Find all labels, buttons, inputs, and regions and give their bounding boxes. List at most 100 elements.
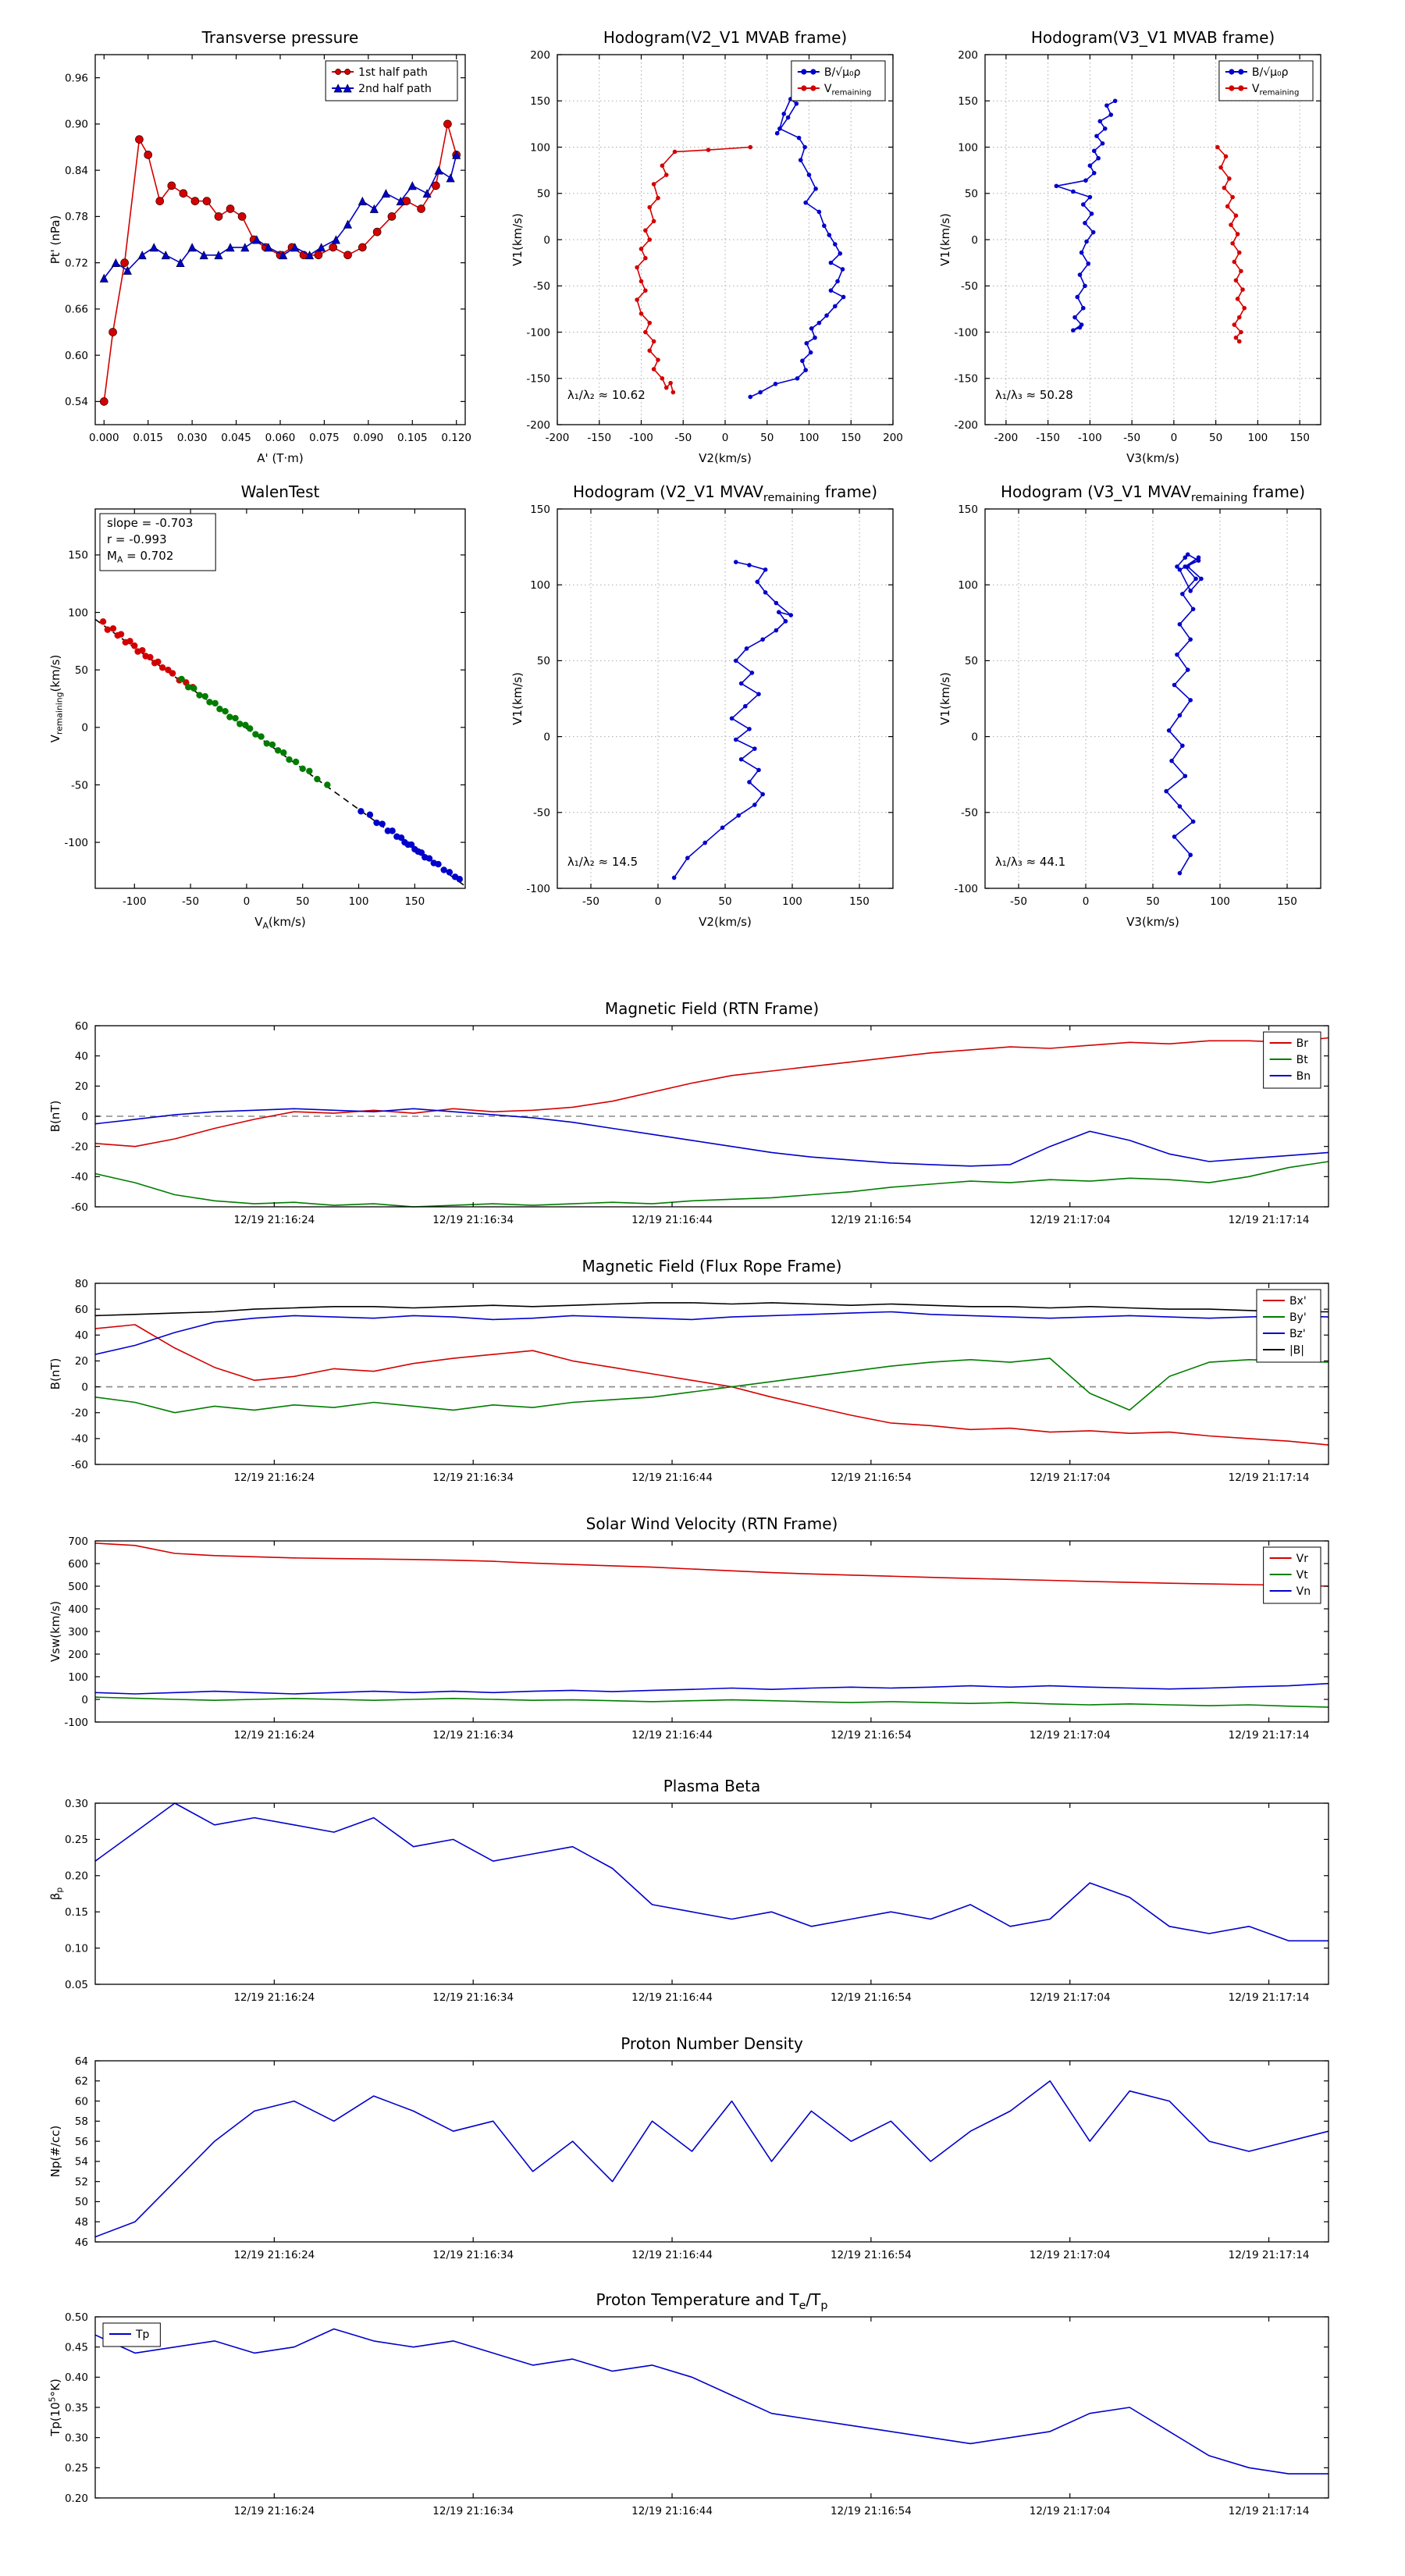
chart-hodogram-v3v1-mvav: -50 0 50 100 150 -100 -50 0 50 100 150 Hodogram (V3… — [930, 475, 1333, 940]
svg-text:Vn: Vn — [1297, 1585, 1311, 1598]
svg-text:-50: -50 — [674, 432, 692, 444]
svg-text:-100: -100 — [64, 837, 88, 849]
svg-text:12/19 21:16:54: 12/19 21:16:54 — [831, 2505, 912, 2517]
svg-text:12/19 21:16:54: 12/19 21:16:54 — [831, 1991, 912, 2004]
svg-text:12/19 21:16:44: 12/19 21:16:44 — [631, 2505, 713, 2517]
svg-text:12/19 21:17:14: 12/19 21:17:14 — [1229, 1471, 1310, 1484]
svg-text:600: 600 — [68, 1558, 88, 1571]
svg-text:58: 58 — [75, 2115, 88, 2128]
svg-text:64: 64 — [75, 2055, 88, 2068]
svg-text:B(nT): B(nT) — [48, 1101, 62, 1133]
svg-text:52: 52 — [75, 2176, 88, 2188]
chart-solar-wind-velocity: 12/19 21:16:24 12/19 21:16:34 12/19 21:16:… — [39, 1500, 1339, 1749]
svg-text:By': By' — [1289, 1311, 1307, 1324]
svg-text:V1(km/s): V1(km/s) — [938, 672, 952, 725]
svg-text:0.030: 0.030 — [177, 432, 208, 444]
svg-text:50: 50 — [760, 432, 774, 444]
svg-text:150: 150 — [849, 895, 870, 908]
svg-text:62: 62 — [75, 2076, 88, 2088]
chart-walen-test: -100 -50 0 50 100 150 -100 -50 0 50 100 150 WalenTes… — [39, 475, 486, 940]
svg-text:-50: -50 — [533, 280, 550, 293]
svg-text:0: 0 — [81, 1694, 88, 1706]
svg-text:Vremaining: Vremaining — [1252, 83, 1299, 97]
svg-text:-50: -50 — [71, 779, 88, 792]
svg-text:-60: -60 — [71, 1459, 88, 1471]
svg-text:0.25: 0.25 — [65, 2462, 88, 2475]
svg-text:12/19 21:16:54: 12/19 21:16:54 — [831, 1729, 912, 1742]
svg-text:50: 50 — [718, 895, 731, 908]
svg-text:12/19 21:16:54: 12/19 21:16:54 — [831, 1471, 912, 1484]
svg-text:Vt: Vt — [1297, 1569, 1309, 1582]
svg-text:0.45: 0.45 — [65, 2341, 88, 2354]
svg-text:Bx': Bx' — [1289, 1295, 1307, 1308]
svg-text:-20: -20 — [71, 1140, 88, 1153]
svg-text:12/19 21:16:54: 12/19 21:16:54 — [831, 2249, 912, 2261]
chart-hodogram-v2v1-mvab: -200 -150 -100 -50 0 50 100 150 200 -200 -150 -100 -… — [503, 20, 905, 476]
svg-text:12/19 21:16:44: 12/19 21:16:44 — [631, 2249, 713, 2261]
svg-text:50: 50 — [1209, 432, 1222, 444]
svg-text:100: 100 — [530, 579, 550, 592]
svg-text:12/19 21:16:44: 12/19 21:16:44 — [631, 1471, 713, 1484]
svg-text:150: 150 — [958, 95, 978, 108]
svg-text:B/√μ₀ρ: B/√μ₀ρ — [1252, 66, 1289, 79]
svg-text:0.090: 0.090 — [354, 432, 384, 444]
svg-text:700: 700 — [68, 1535, 88, 1548]
chart-proton-number-density: 12/19 21:16:24 12/19 21:16:34 12/19 21:16:… — [39, 2020, 1339, 2268]
svg-text:200: 200 — [958, 49, 978, 62]
svg-text:0.10: 0.10 — [65, 1942, 88, 1955]
svg-text:12/19 21:17:04: 12/19 21:17:04 — [1030, 1214, 1111, 1226]
svg-text:slope = -0.703: slope = -0.703 — [107, 516, 193, 530]
svg-text:400: 400 — [68, 1603, 88, 1616]
svg-text:0.84: 0.84 — [65, 165, 88, 177]
svg-text:100: 100 — [1210, 895, 1230, 908]
svg-text:0.15: 0.15 — [65, 1906, 88, 1919]
svg-text:100: 100 — [958, 579, 978, 592]
svg-text:12/19 21:16:34: 12/19 21:16:34 — [432, 1729, 514, 1742]
svg-text:-200: -200 — [526, 419, 550, 432]
svg-text:12/19 21:16:24: 12/19 21:16:24 — [233, 2249, 315, 2261]
svg-text:12/19 21:17:14: 12/19 21:17:14 — [1229, 1991, 1310, 2004]
svg-text:12/19 21:16:44: 12/19 21:16:44 — [631, 1214, 713, 1226]
svg-text:-100: -100 — [123, 895, 147, 908]
svg-text:λ₁/λ₂ ≈ 14.5: λ₁/λ₂ ≈ 14.5 — [567, 855, 638, 869]
svg-text:12/19 21:16:34: 12/19 21:16:34 — [432, 2505, 514, 2517]
svg-text:Bz': Bz' — [1289, 1328, 1306, 1340]
svg-text:-100: -100 — [526, 326, 550, 339]
svg-text:0.120: 0.120 — [441, 432, 471, 444]
svg-text:50: 50 — [296, 895, 309, 908]
svg-text:150: 150 — [1277, 895, 1297, 908]
svg-text:50: 50 — [965, 655, 978, 667]
svg-text:0.60: 0.60 — [65, 350, 88, 362]
svg-text:100: 100 — [68, 1671, 88, 1684]
svg-text:-150: -150 — [526, 373, 550, 386]
svg-text:-50: -50 — [1010, 895, 1027, 908]
svg-text:WalenTest: WalenTest — [241, 482, 320, 501]
svg-text:Tp(105°K): Tp(105°K) — [47, 2379, 62, 2437]
svg-text:Vremaining(km/s): Vremaining(km/s) — [48, 655, 65, 743]
svg-text:500: 500 — [68, 1581, 88, 1593]
svg-text:100: 100 — [349, 895, 369, 908]
svg-text:0.66: 0.66 — [65, 304, 88, 316]
svg-text:r = -0.993: r = -0.993 — [107, 532, 167, 546]
svg-text:12/19 21:16:24: 12/19 21:16:24 — [233, 1471, 315, 1484]
svg-text:0: 0 — [1171, 432, 1178, 444]
svg-text:0: 0 — [971, 731, 978, 743]
svg-text:50: 50 — [965, 188, 978, 201]
chart-plasma-beta: 12/19 21:16:24 12/19 21:16:34 12/19 21:16:… — [39, 1763, 1339, 2011]
svg-text:-50: -50 — [961, 280, 978, 293]
chart-hodogram-v3v1-mvab: -200 -150 -100 -50 0 50 100 150 -200 -150 -100 -50 0… — [930, 20, 1333, 476]
svg-text:12/19 21:16:34: 12/19 21:16:34 — [432, 2249, 514, 2261]
svg-text:|B|: |B| — [1289, 1344, 1304, 1357]
svg-text:12/19 21:16:44: 12/19 21:16:44 — [631, 1991, 713, 2004]
svg-text:λ₁/λ₂ ≈ 10.62: λ₁/λ₂ ≈ 10.62 — [567, 388, 646, 402]
svg-text:50: 50 — [75, 2196, 88, 2208]
svg-text:200: 200 — [530, 49, 550, 62]
svg-text:0.90: 0.90 — [65, 119, 88, 131]
svg-text:Hodogram (V3_V1 MVAVremaining: Hodogram (V3_V1 MVAVremaining frame) — [1001, 482, 1305, 504]
svg-text:0: 0 — [81, 1111, 88, 1123]
svg-text:Hodogram (V2_V1 MVAVremaining: Hodogram (V2_V1 MVAVremaining frame) — [573, 482, 877, 504]
svg-text:150: 150 — [1289, 432, 1310, 444]
svg-text:100: 100 — [782, 895, 802, 908]
svg-text:12/19 21:16:24: 12/19 21:16:24 — [233, 1991, 315, 2004]
svg-text:200: 200 — [68, 1649, 88, 1661]
